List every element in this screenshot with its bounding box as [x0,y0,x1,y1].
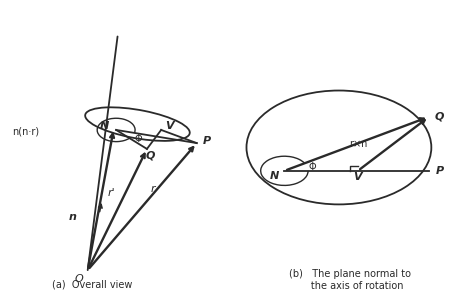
Text: the axis of rotation: the axis of rotation [289,281,404,291]
Text: O: O [75,274,83,284]
Text: $\Phi$: $\Phi$ [134,132,143,144]
Text: r×n: r×n [349,139,367,149]
Text: P: P [203,136,211,146]
Text: Q: Q [146,150,155,160]
Text: (b)   The plane normal to: (b) The plane normal to [289,270,411,279]
Text: $\Phi$: $\Phi$ [308,160,317,172]
Text: V: V [165,121,174,131]
Text: N: N [100,121,109,131]
Text: n: n [68,212,76,222]
Text: r': r' [108,188,115,199]
Text: r: r [150,184,155,194]
Text: (a)  Overall view: (a) Overall view [52,280,133,290]
Text: V: V [354,172,362,182]
Text: P: P [435,166,444,176]
Text: n(n·r): n(n·r) [12,126,40,136]
Text: N: N [269,171,279,181]
Text: Q: Q [435,112,444,122]
